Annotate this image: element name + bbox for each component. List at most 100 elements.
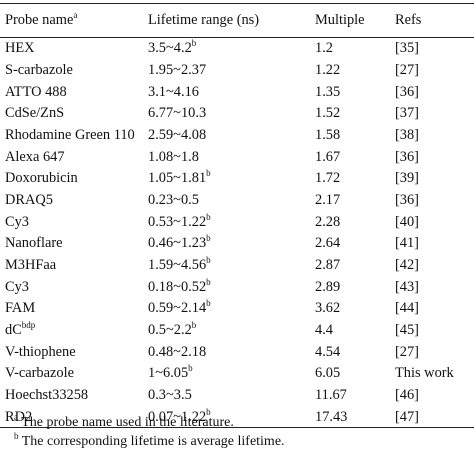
- cell-ref: [45]: [395, 322, 419, 339]
- probe-name-text: FAM: [5, 300, 36, 317]
- table-body: HEX 3.5~4.2b 1.2 [35] S-carbazole 1.95~2.37 1.…: [0, 38, 474, 429]
- table-row: V-thiophene 0.48~2.18 4.54 [27]: [0, 341, 474, 363]
- probe-name-text: Doxorubicin: [5, 170, 78, 187]
- cell-lifetime-range: 1.95~2.37: [148, 59, 315, 81]
- table-row: RD2 0.07~1.22b 17.43 [47]: [0, 406, 474, 429]
- lifetime-range-text: 1.59~4.56: [148, 257, 207, 274]
- header-probe-name-footnote-mark: a: [73, 10, 78, 21]
- lifetime-range-footnote-mark: b: [191, 38, 197, 49]
- table-row: Doxorubicin 1.05~1.81b 1.72 [39]: [0, 168, 474, 190]
- probe-name-text: V-thiophene: [5, 343, 76, 360]
- probe-name-text: S-carbazole: [5, 61, 73, 78]
- cell-ref: [41]: [395, 235, 419, 252]
- footnote-a: a The probe name used in the literature.: [14, 413, 285, 432]
- lifetime-range-footnote-mark: b: [191, 320, 197, 331]
- lifetime-range-footnote-mark: b: [206, 406, 211, 417]
- cell-ref: This work: [395, 365, 454, 382]
- cell-lifetime-range: 1.05~1.81b: [148, 168, 315, 190]
- cell-multiple: 1.52: [315, 105, 341, 122]
- cell-probe-name: Hoechst33258: [0, 385, 148, 407]
- cell-lifetime-range: 0.18~0.52b: [148, 276, 315, 298]
- cell-multiple: 4.4: [315, 322, 333, 339]
- cell-ref: [42]: [395, 257, 419, 274]
- lifetime-range-text: 0.5~2.2: [148, 322, 192, 339]
- probe-name-text: HEX: [5, 40, 35, 57]
- lifetime-range-text: 3.1~4.16: [148, 83, 199, 100]
- table-row: Rhodamine Green 110 2.59~4.08 1.58 [38]: [0, 124, 474, 146]
- lifetime-range-text: 0.3~3.5: [148, 387, 192, 404]
- cell-ref: [36]: [395, 191, 419, 208]
- cell-multiple: 6.05: [315, 365, 341, 382]
- table-row: S-carbazole 1.95~2.37 1.22 [27]: [0, 59, 474, 81]
- footnote-a-text: The probe name used in the literature.: [18, 415, 234, 430]
- cell-multiple: 1.67: [315, 148, 341, 165]
- cell-ref: [46]: [395, 387, 419, 404]
- footnote-b-text: The corresponding lifetime is average li…: [18, 434, 285, 449]
- cell-ref: [36]: [395, 148, 419, 165]
- lifetime-range-text: 3.5~4.2: [148, 40, 192, 57]
- cell-lifetime-range: 0.5~2.2b: [148, 319, 315, 341]
- probe-name-text: DRAQ5: [5, 191, 53, 208]
- cell-probe-name: V-carbazole: [0, 363, 148, 385]
- table-row: Cy3 0.53~1.22b 2.28 [40]: [0, 211, 474, 233]
- cell-lifetime-range: 1.08~1.8: [148, 146, 315, 168]
- cell-ref: [27]: [395, 343, 419, 360]
- lifetime-range-text: 1~6.05: [148, 365, 189, 382]
- header-multiple: Multiple: [315, 3, 395, 38]
- cell-lifetime-range: 0.23~0.5: [148, 189, 315, 211]
- header-row: Probe namea Lifetime range (ns) Multiple…: [0, 3, 474, 38]
- cell-probe-name: M3HFaa: [0, 254, 148, 276]
- cell-ref: [27]: [395, 61, 419, 78]
- lifetime-range-footnote-mark: b: [206, 298, 211, 309]
- lifetime-range-text: 0.59~2.14: [148, 300, 207, 317]
- cell-lifetime-range: 0.3~3.5: [148, 385, 315, 407]
- cell-probe-name: ATTO 488: [0, 81, 148, 103]
- probe-name-text: Cy3: [5, 278, 29, 295]
- probe-name-text: Cy3: [5, 213, 29, 230]
- cell-lifetime-range: 3.1~4.16: [148, 81, 315, 103]
- cell-probe-name: Rhodamine Green 110: [0, 124, 148, 146]
- cell-probe-name: Doxorubicin: [0, 168, 148, 190]
- cell-lifetime-range: 0.59~2.14b: [148, 298, 315, 320]
- probe-name-text: Rhodamine Green 110: [5, 126, 135, 143]
- lifetime-range-text: 6.77~10.3: [148, 105, 207, 122]
- table-row: CdSe/ZnS 6.77~10.3 1.52 [37]: [0, 103, 474, 125]
- cell-probe-name: FAM: [0, 298, 148, 320]
- cell-probe-name: DRAQ5: [0, 189, 148, 211]
- cell-ref: [39]: [395, 170, 419, 187]
- lifetime-range-text: 0.53~1.22: [148, 213, 207, 230]
- table-row: FAM 0.59~2.14b 3.62 [44]: [0, 298, 474, 320]
- cell-probe-name: dCbdp: [0, 319, 148, 341]
- lifetime-range-footnote-mark: b: [206, 276, 211, 287]
- lifetime-range-text: 0.18~0.52: [148, 278, 207, 295]
- footnote-b-mark: b: [14, 431, 19, 441]
- cell-multiple: 1.35: [315, 83, 341, 100]
- table-row: HEX 3.5~4.2b 1.2 [35]: [0, 38, 474, 60]
- header-lifetime-range: Lifetime range (ns): [148, 3, 315, 38]
- lifetime-range-footnote-mark: b: [206, 211, 211, 222]
- lifetime-range-text: 2.59~4.08: [148, 126, 207, 143]
- cell-probe-name: CdSe/ZnS: [0, 103, 148, 125]
- lifetime-range-footnote-mark: b: [206, 233, 211, 244]
- cell-probe-name: Nanoflare: [0, 233, 148, 255]
- lifetime-range-text: 0.46~1.23: [148, 235, 207, 252]
- footnotes: a The probe name used in the literature.…: [14, 413, 285, 451]
- cell-lifetime-range: 2.59~4.08: [148, 124, 315, 146]
- table-header: Probe namea Lifetime range (ns) Multiple…: [0, 3, 474, 38]
- cell-ref: [38]: [395, 126, 419, 143]
- cell-probe-name: S-carbazole: [0, 59, 148, 81]
- probe-name-text: RD2: [5, 408, 33, 425]
- cell-lifetime-range: 1~6.05b: [148, 363, 315, 385]
- cell-multiple: 1.58: [315, 126, 341, 143]
- cell-ref: [47]: [395, 406, 474, 429]
- cell-lifetime-range: 0.48~2.18: [148, 341, 315, 363]
- cell-multiple: 2.17: [315, 191, 341, 208]
- probe-name-text: V-carbazole: [5, 365, 74, 382]
- cell-lifetime-range: 0.07~1.22b: [148, 406, 315, 429]
- table-row: Cy3 0.18~0.52b 2.89 [43]: [0, 276, 474, 298]
- cell-probe-name: V-thiophene: [0, 341, 148, 363]
- cell-multiple: 2.64: [315, 235, 341, 252]
- probe-name-text: Hoechst33258: [5, 387, 89, 404]
- cell-lifetime-range: 3.5~4.2b: [148, 38, 315, 60]
